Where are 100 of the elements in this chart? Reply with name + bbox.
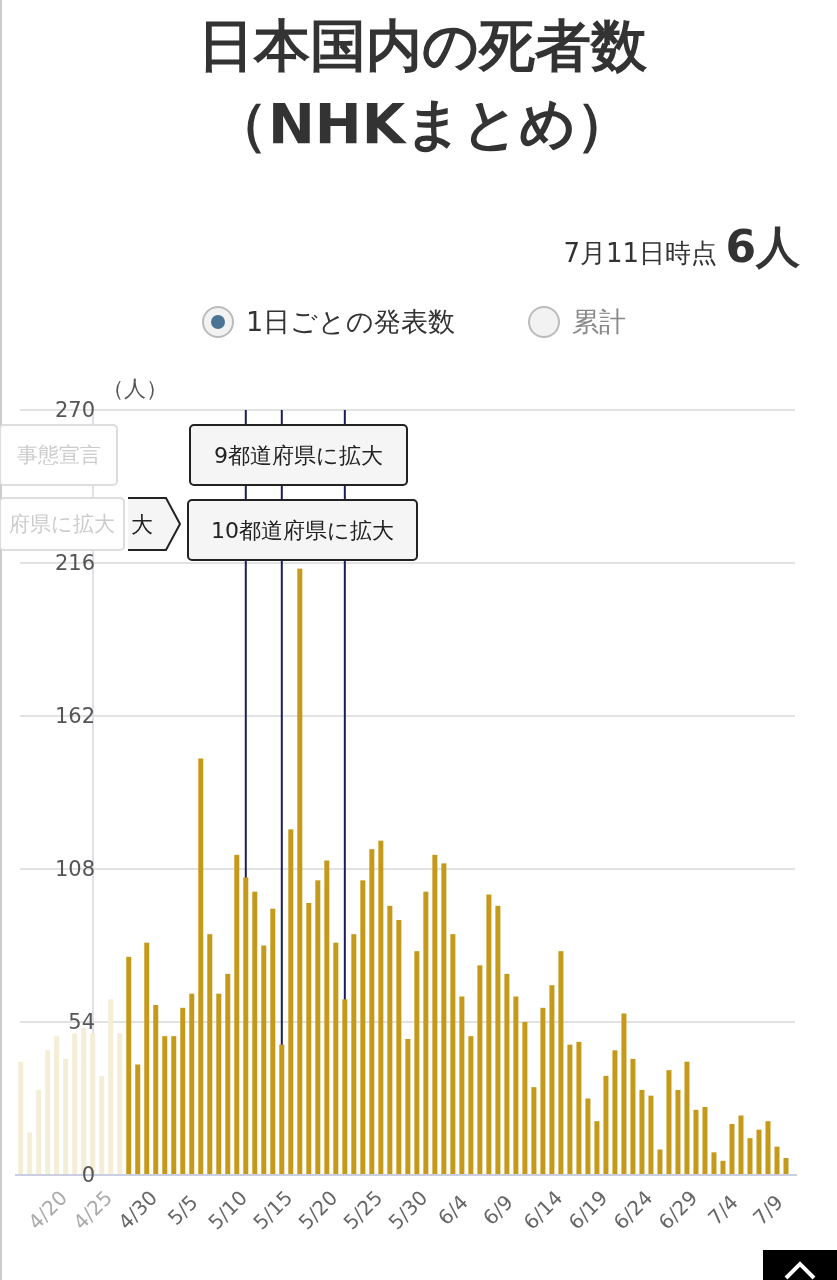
bar	[36, 1090, 42, 1175]
bar	[243, 877, 249, 1175]
x-tick-label: 7/9	[748, 1190, 788, 1230]
bar	[414, 951, 420, 1175]
bar	[477, 965, 483, 1175]
bar	[171, 1036, 177, 1175]
bar	[783, 1158, 789, 1175]
bar	[207, 934, 213, 1175]
bar	[405, 1039, 411, 1175]
bar	[288, 829, 294, 1175]
bar	[657, 1149, 663, 1175]
bar	[765, 1121, 771, 1175]
bar	[396, 920, 402, 1175]
chart-subtitle: 7月11日時点 6人	[563, 221, 800, 272]
bar	[216, 993, 222, 1175]
x-tick-label: 6/9	[478, 1190, 518, 1230]
bar	[603, 1075, 609, 1175]
bar	[333, 942, 339, 1175]
text: 1日ごとの発表数	[246, 306, 456, 338]
bar	[342, 999, 348, 1175]
bar	[306, 903, 312, 1175]
bar	[387, 905, 393, 1175]
y-tick-label: 108	[54, 857, 95, 882]
bar	[531, 1087, 537, 1175]
bar	[324, 860, 330, 1175]
bar	[585, 1098, 591, 1175]
bar	[729, 1124, 735, 1175]
x-tick-label: 6/4	[433, 1190, 473, 1230]
bar	[252, 891, 258, 1175]
bar	[108, 999, 114, 1175]
bar	[666, 1070, 672, 1175]
bar	[576, 1041, 582, 1175]
bar	[567, 1044, 573, 1175]
annotation: 大	[131, 511, 153, 537]
bar	[675, 1090, 681, 1175]
bar	[450, 934, 456, 1175]
bar	[756, 1129, 762, 1175]
bar	[720, 1160, 726, 1175]
bar	[234, 854, 240, 1175]
bar	[747, 1138, 753, 1175]
bar	[180, 1007, 186, 1175]
bar	[459, 996, 465, 1175]
bar	[270, 908, 276, 1175]
bar	[423, 891, 429, 1175]
bar	[162, 1036, 168, 1175]
bar	[639, 1090, 645, 1175]
bar	[369, 849, 375, 1175]
bar	[378, 840, 384, 1175]
bar	[594, 1121, 600, 1175]
x-tick-label: 5/5	[162, 1190, 203, 1230]
bar	[468, 1036, 474, 1175]
bar	[432, 854, 438, 1175]
bar	[558, 951, 564, 1175]
bar	[522, 1022, 528, 1175]
bar	[225, 973, 231, 1175]
bar	[261, 945, 267, 1175]
bar	[54, 1036, 60, 1175]
bar	[360, 880, 366, 1175]
annotation: 9都道府県に拡大	[214, 442, 383, 468]
bar	[774, 1146, 780, 1175]
x-tick-label: 7/4	[703, 1190, 743, 1230]
bar	[621, 1013, 627, 1175]
bar	[117, 1033, 123, 1175]
bar	[702, 1107, 708, 1175]
bar	[693, 1109, 699, 1175]
bar	[351, 934, 357, 1175]
bar	[189, 993, 195, 1175]
bar	[495, 905, 501, 1175]
bar	[486, 894, 492, 1175]
bar	[630, 1058, 636, 1175]
bar	[684, 1061, 690, 1175]
bar	[711, 1152, 717, 1175]
y-tick-label: 270	[54, 398, 95, 423]
bar	[540, 1007, 546, 1175]
bar	[297, 568, 303, 1175]
y-tick-label: 216	[54, 551, 95, 576]
bar	[279, 1044, 285, 1175]
bar	[648, 1095, 654, 1175]
bar	[135, 1064, 141, 1175]
bar	[738, 1115, 744, 1175]
bar	[441, 863, 447, 1175]
bar	[63, 1058, 69, 1175]
bar	[504, 973, 510, 1175]
y-tick-label: 54	[68, 1010, 95, 1035]
text: 累計	[572, 306, 626, 338]
chart-title: 日本国内の死者数（NHKまとめ）	[197, 13, 648, 156]
y-tick-label: 0	[81, 1163, 95, 1188]
bar	[153, 1005, 159, 1175]
bar	[144, 942, 150, 1175]
bar	[315, 880, 321, 1175]
bar	[549, 985, 555, 1175]
bar	[198, 758, 204, 1175]
bar	[27, 1132, 33, 1175]
bar	[99, 1075, 105, 1175]
bar	[513, 996, 519, 1175]
bar	[612, 1050, 618, 1175]
y-tick-label: 162	[54, 704, 95, 729]
bar	[72, 1033, 78, 1175]
bar	[45, 1050, 51, 1175]
annotation: 10都道府県に拡大	[211, 517, 394, 543]
